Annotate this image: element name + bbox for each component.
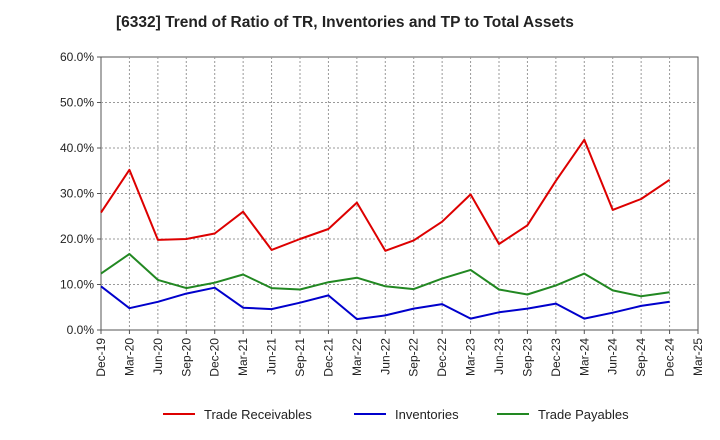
x-tick-label: Dec-24	[663, 338, 677, 377]
x-tick-label: Mar-24	[577, 338, 591, 376]
x-tick-label: Mar-22	[350, 338, 364, 376]
x-tick-label: Jun-20	[151, 338, 165, 375]
grid-lines	[101, 57, 698, 330]
series-line-inventories	[100, 285, 670, 321]
legend-label-trade-payables: Trade Payables	[538, 407, 629, 422]
series-line-trade-payables	[100, 253, 670, 298]
x-tick-label: Sep-20	[179, 338, 193, 377]
x-tick-label: Jun-23	[492, 338, 506, 375]
y-tick-label: 10.0%	[60, 278, 94, 292]
legend-label-trade-receivables: Trade Receivables	[204, 407, 312, 422]
series-lines	[100, 138, 671, 321]
y-tick-label: 20.0%	[60, 232, 94, 246]
legend-label-inventories: Inventories	[395, 407, 459, 422]
x-tick-label: Dec-23	[549, 338, 563, 377]
x-tick-label: Mar-25	[691, 338, 705, 376]
legend: Trade Receivables Inventories Trade Payabl…	[163, 407, 629, 422]
x-tick-label: Dec-21	[321, 338, 335, 377]
x-tick-label: Mar-20	[122, 338, 136, 376]
chart-title: [6332] Trend of Ratio of TR, Inventories…	[116, 14, 574, 31]
y-tick-label: 0.0%	[67, 323, 95, 337]
y-tick-label: 30.0%	[60, 187, 94, 201]
x-tick-label: Dec-22	[435, 338, 449, 377]
y-tick-label: 40.0%	[60, 141, 94, 155]
x-tick-label: Jun-22	[378, 338, 392, 375]
x-tick-label: Mar-23	[464, 338, 478, 376]
x-tick-label: Mar-21	[236, 338, 250, 376]
x-tick-label: Jun-21	[265, 338, 279, 375]
x-tick-label: Dec-19	[94, 338, 108, 377]
x-tick-label: Sep-22	[407, 338, 421, 377]
series-line-trade-receivables	[100, 138, 671, 252]
y-axis: 0.0% 10.0% 20.0% 30.0% 40.0% 50.0% 60.0%	[60, 50, 101, 337]
y-tick-label: 50.0%	[60, 96, 94, 110]
y-tick-label: 60.0%	[60, 50, 94, 64]
x-tick-label: Sep-24	[634, 338, 648, 377]
x-tick-label: Sep-23	[520, 338, 534, 377]
x-axis: Dec-19 Mar-20 Jun-20 Sep-20 Dec-20 Mar-21 Jun-…	[94, 330, 705, 377]
x-tick-label: Jun-24	[606, 338, 620, 375]
x-tick-label: Sep-21	[293, 338, 307, 377]
x-tick-label: Dec-20	[208, 338, 222, 377]
